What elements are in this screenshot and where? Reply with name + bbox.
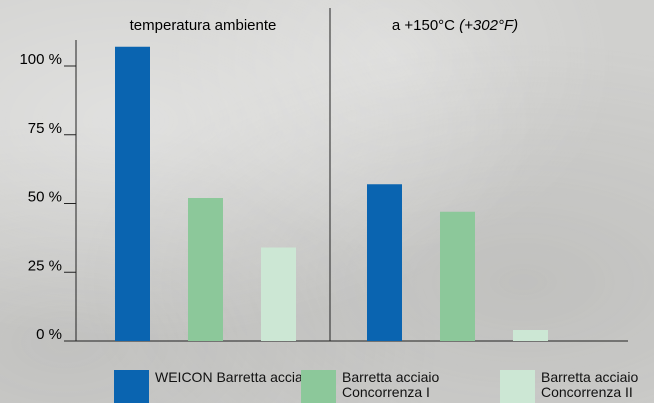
legend-label-competitor-1: Barretta acciaio Concorrenza I (342, 369, 440, 400)
legend-swatch-competitor-2 (500, 370, 535, 403)
y-tick-label: 75 % (28, 120, 62, 137)
y-ticks: 0 % 25 % 50 % 75 % 100 % (19, 51, 76, 343)
bars (115, 46, 548, 341)
legend-swatch-weicon (114, 370, 149, 403)
bar (188, 198, 223, 341)
legend-label-competitor-2: Barretta acciaio Concorrenza II (541, 369, 639, 400)
legend-swatch-competitor-1 (301, 370, 336, 403)
y-tick-label: 25 % (28, 257, 62, 274)
bar (440, 211, 475, 341)
y-tick-label: 100 % (19, 51, 62, 68)
legend: WEICON Barretta acciaio Barretta acciaio… (0, 368, 654, 403)
group-title-high-temperature-main: a +150°C (392, 17, 455, 34)
bar (115, 46, 150, 341)
group-title-high-temperature-fahrenheit: (+302°F) (459, 17, 518, 34)
group-title-room-temperature: temperatura ambiente (130, 17, 277, 34)
legend-label-weicon: WEICON Barretta acciaio (155, 369, 314, 385)
bar (261, 247, 296, 341)
bar (367, 184, 402, 341)
y-tick-label: 50 % (28, 189, 62, 206)
bar (513, 330, 548, 341)
y-tick-label: 0 % (36, 326, 62, 343)
group-title-high-temperature: a +150°C (+302°F) (392, 17, 518, 34)
